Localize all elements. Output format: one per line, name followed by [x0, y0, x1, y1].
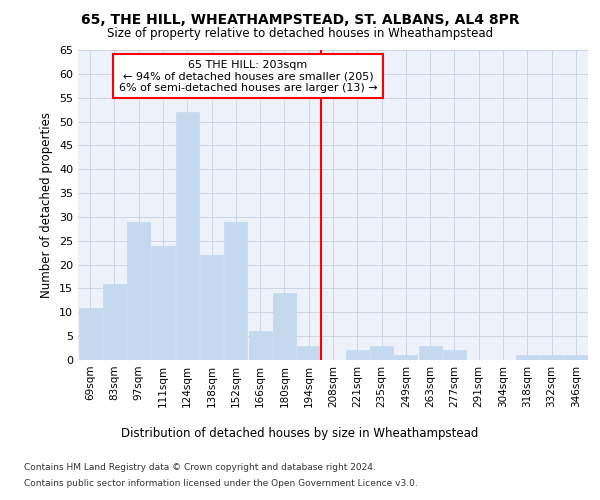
- Bar: [394, 355, 418, 360]
- Bar: [297, 346, 320, 360]
- Bar: [176, 112, 199, 360]
- Bar: [419, 346, 442, 360]
- Text: Distribution of detached houses by size in Wheathampstead: Distribution of detached houses by size …: [121, 428, 479, 440]
- Bar: [224, 222, 247, 360]
- Bar: [79, 308, 101, 360]
- Bar: [346, 350, 369, 360]
- Bar: [370, 346, 393, 360]
- Bar: [127, 222, 150, 360]
- Text: Size of property relative to detached houses in Wheathampstead: Size of property relative to detached ho…: [107, 28, 493, 40]
- Bar: [443, 350, 466, 360]
- Text: 65, THE HILL, WHEATHAMPSTEAD, ST. ALBANS, AL4 8PR: 65, THE HILL, WHEATHAMPSTEAD, ST. ALBANS…: [80, 12, 520, 26]
- Bar: [540, 355, 563, 360]
- Bar: [248, 332, 272, 360]
- Y-axis label: Number of detached properties: Number of detached properties: [40, 112, 53, 298]
- Text: Contains HM Land Registry data © Crown copyright and database right 2024.: Contains HM Land Registry data © Crown c…: [24, 462, 376, 471]
- Bar: [565, 355, 587, 360]
- Bar: [200, 255, 223, 360]
- Bar: [273, 293, 296, 360]
- Bar: [516, 355, 539, 360]
- Text: 65 THE HILL: 203sqm
← 94% of detached houses are smaller (205)
6% of semi-detach: 65 THE HILL: 203sqm ← 94% of detached ho…: [119, 60, 377, 92]
- Text: Contains public sector information licensed under the Open Government Licence v3: Contains public sector information licen…: [24, 479, 418, 488]
- Bar: [151, 246, 175, 360]
- Bar: [103, 284, 126, 360]
